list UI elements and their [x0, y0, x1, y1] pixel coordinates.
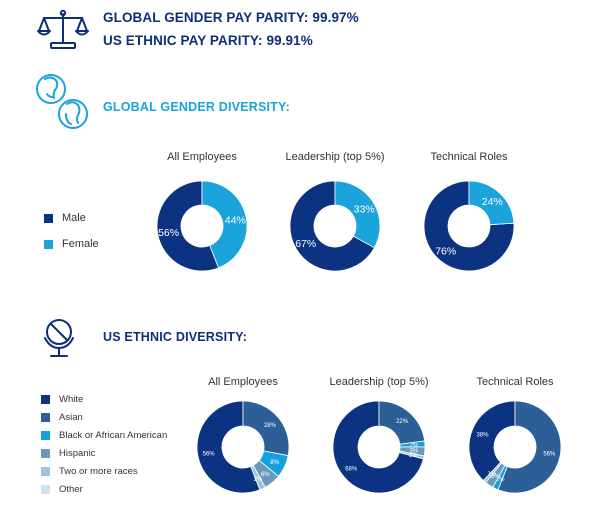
legend-swatch-male: [44, 213, 53, 223]
globe-icon: [42, 316, 76, 362]
legend-label-other: Other: [59, 484, 83, 495]
ethnic-technical-label-white: 38%: [476, 432, 489, 438]
gender-technical-label-female: 24%: [482, 196, 503, 208]
ethnic-technical-slice-two-or-more-races: [482, 461, 503, 484]
ethnic-all-employees-slice-asian: [242, 400, 290, 457]
ethnic-col-technical: Technical Roles: [476, 376, 554, 388]
gender-all-employees-slice-female: [201, 180, 248, 269]
legend-item-hispanic: Hispanic: [41, 448, 167, 459]
gender-leadership-label-female: 33%: [354, 203, 375, 215]
legend-item-other: Other: [41, 484, 167, 495]
legend-label-male: Male: [62, 212, 86, 224]
gender-col-all-employees: All Employees: [167, 151, 237, 163]
gender-legend: Male Female: [44, 212, 99, 250]
ethnic-legend: White Asian Black or African American Hi…: [41, 394, 167, 495]
gender-col-technical: Technical Roles: [430, 151, 508, 163]
legend-item-two-or-more: Two or more races: [41, 466, 167, 477]
legend-swatch-black: [41, 431, 50, 440]
legend-item-asian: Asian: [41, 412, 167, 423]
gender-technical-label-male: 76%: [435, 246, 456, 258]
gender-technical-slice-female: [468, 180, 515, 226]
ethnic-leadership-slice-two-or-more-races: [398, 450, 425, 460]
ethnic-all-employees-label-white: 56%: [203, 452, 216, 458]
ethnic-leadership-slice-white: [332, 400, 424, 494]
ethnic-all-employees-label-hispanic: 6%: [261, 472, 270, 478]
legend-label-black: Black or African American: [59, 430, 168, 441]
legend-swatch-white: [41, 395, 50, 404]
ethnic-technical-label-asian: 56%: [543, 452, 556, 458]
ethnic-technical-slice-white: [468, 400, 516, 482]
legend-swatch-hispanic: [41, 449, 50, 458]
ethnic-pay-parity: US ETHNIC PAY PARITY: 99.91%: [103, 33, 313, 48]
ethnic-col-all-employees: All Employees: [208, 376, 278, 388]
gender-pay-parity: GLOBAL GENDER PAY PARITY: 99.97%: [103, 10, 359, 25]
legend-label-asian: Asian: [59, 412, 83, 423]
gender-diversity-title: GLOBAL GENDER DIVERSITY:: [103, 100, 290, 114]
gender-all-employees-label-male: 56%: [158, 227, 179, 239]
ethnic-technical-label-black-or-african-american: 2%: [496, 477, 505, 483]
gender-leadership-slice-male: [289, 180, 375, 272]
legend-swatch-female: [44, 239, 53, 249]
ethnic-technical-slice-asian: [497, 400, 562, 494]
legend-item-black: Black or African American: [41, 430, 167, 441]
ethnic-leadership-label-black-or-african-american: 2%: [410, 443, 419, 449]
legend-label-white: White: [59, 394, 84, 405]
gender-col-leadership: Leadership (top 5%): [285, 151, 385, 163]
ethnic-all-employees-slice-white: [196, 400, 261, 494]
balance-scale-icon: [37, 9, 89, 51]
legend-swatch-two-or-more: [41, 467, 50, 476]
ethnic-leadership-label-two-or-more-races: 1%: [409, 453, 418, 459]
ethnic-leadership-label-hispanic: 3%: [409, 449, 418, 455]
gender-all-employees-slice-male: [156, 180, 220, 272]
ethnic-col-leadership: Leadership (top 5%): [329, 376, 429, 388]
ethnic-leadership-label-asian: 22%: [396, 419, 409, 425]
legend-label-hispanic: Hispanic: [59, 448, 96, 459]
ethnic-technical-label-hispanic: 3%: [491, 474, 500, 480]
ethnic-diversity-title: US ETHNIC DIVERSITY:: [103, 330, 248, 344]
ethnic-technical-label-two-or-more-races: 1%: [488, 471, 497, 477]
gender-leadership-slice-female: [334, 180, 381, 249]
legend-label-female: Female: [62, 238, 99, 250]
ethnic-all-employees-slice-two-or-more-races: [250, 464, 266, 491]
legend-item-male: Male: [44, 212, 99, 224]
gender-all-employees-label-female: 44%: [225, 214, 246, 226]
legend-swatch-asian: [41, 413, 50, 422]
gender-leadership-label-male: 67%: [295, 238, 316, 250]
ethnic-all-employees-label-asian: 28%: [264, 423, 277, 429]
legend-item-white: White: [41, 394, 167, 405]
gender-technical-slice-male: [423, 180, 515, 272]
legend-label-two-or-more: Two or more races: [59, 466, 138, 477]
ethnic-leadership-label-white: 68%: [345, 466, 358, 472]
male-female-heads-icon: [35, 70, 93, 134]
ethnic-all-employees-label-two-or-more-races: 2%: [254, 477, 263, 483]
legend-item-female: Female: [44, 238, 99, 250]
legend-swatch-other: [41, 485, 50, 494]
ethnic-all-employees-label-black-or-african-american: 8%: [270, 460, 279, 466]
